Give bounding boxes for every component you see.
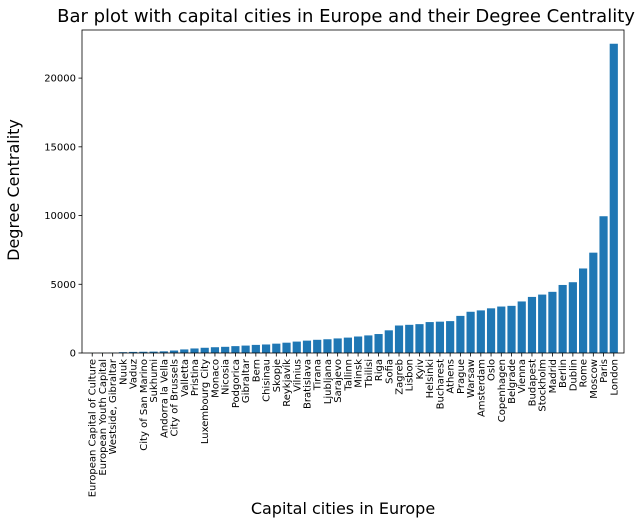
bar (507, 306, 515, 353)
bar (211, 347, 219, 353)
bar (405, 325, 413, 353)
bar (262, 344, 270, 353)
bar (538, 295, 546, 353)
bar (487, 308, 495, 353)
chart-title: Bar plot with capital cities in Europe a… (57, 6, 635, 27)
bar (272, 344, 280, 353)
y-tick-label: 0 (70, 349, 76, 360)
bar (231, 346, 239, 353)
bar (467, 312, 475, 353)
bar (456, 316, 464, 353)
y-tick-label: 20000 (44, 74, 76, 85)
bar (518, 301, 526, 353)
bar (395, 326, 403, 353)
bar (313, 340, 321, 353)
bar (436, 322, 444, 353)
bar (589, 253, 597, 353)
bar (610, 44, 618, 353)
x-axis-label: Capital cities in Europe (251, 499, 435, 518)
bar (252, 345, 260, 353)
bar (344, 338, 352, 353)
bar (559, 285, 567, 353)
bar (446, 321, 454, 353)
bar (303, 341, 311, 353)
bar (201, 348, 209, 353)
bar (221, 347, 229, 353)
bar (242, 346, 250, 353)
bar (477, 310, 485, 353)
bar (426, 322, 434, 353)
bar (323, 339, 331, 353)
y-axis-label: Degree Centrality (4, 119, 23, 261)
bar (548, 292, 556, 353)
y-axis-ticks: 0 5000 10000 15000 20000 (44, 74, 82, 360)
bar (334, 338, 342, 353)
bar (364, 335, 372, 353)
y-tick-label: 5000 (51, 280, 76, 291)
bar (354, 337, 362, 353)
bar (190, 348, 198, 353)
bar (579, 268, 587, 353)
bar (497, 307, 505, 353)
bar (293, 342, 301, 353)
bar (415, 324, 423, 353)
y-tick-label: 15000 (44, 142, 76, 153)
bar (180, 349, 188, 353)
bar (569, 282, 577, 353)
y-tick-label: 10000 (44, 211, 76, 222)
bar (528, 297, 536, 353)
bar (385, 330, 393, 353)
bar (599, 216, 607, 353)
x-tick-label: London (609, 359, 620, 396)
bars-group (88, 44, 618, 353)
bar (282, 343, 290, 353)
bar (374, 334, 382, 353)
x-tick-label: Reykjavík (281, 359, 293, 407)
